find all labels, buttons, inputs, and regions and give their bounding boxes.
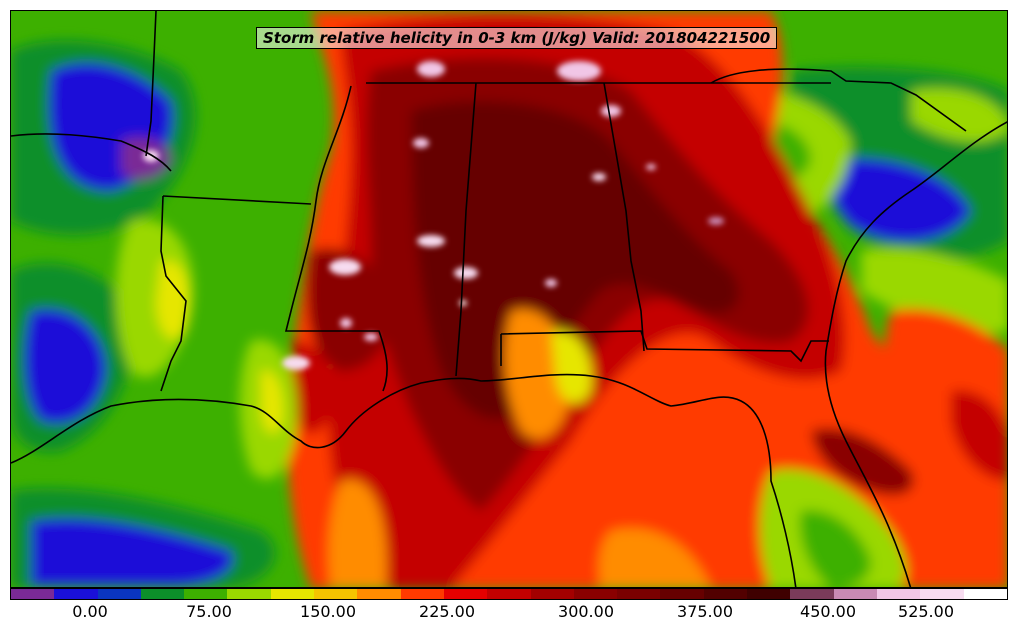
colorbar-swatch [963, 589, 1007, 599]
colorbar-tick-label: 450.00 [800, 602, 856, 621]
colorbar-swatch [443, 589, 488, 599]
colorbar-swatch [11, 589, 55, 599]
colorbar-swatch [270, 589, 315, 599]
colorbar-swatch [54, 589, 98, 599]
colorbar-swatch [617, 589, 661, 599]
map-title: Storm relative helicity in 0-3 km (J/kg)… [256, 27, 778, 49]
colorbar-swatch [357, 589, 401, 599]
colorbar-swatch [573, 589, 618, 599]
colorbar-tick-labels: 0.00 75.00 150.00 225.00 300.00 375.00 450.00 5… [10, 602, 1008, 624]
colorbar-swatch [487, 589, 531, 599]
colorbar-tick-label: 375.00 [677, 602, 733, 621]
colorbar-swatch [400, 589, 444, 599]
colorbar-swatch [833, 589, 877, 599]
colorbar-swatch [703, 589, 748, 599]
boundary-lines [11, 11, 1007, 587]
colorbar-swatch [920, 589, 964, 599]
colorbar-swatch [790, 589, 834, 599]
colorbar-swatch [747, 589, 791, 599]
map-panel: Storm relative helicity in 0-3 km (J/kg)… [10, 10, 1008, 588]
colorbar-tick-label: 225.00 [419, 602, 475, 621]
high-value-cells [143, 61, 724, 370]
colorbar-swatch [97, 589, 141, 599]
colorbar-tick-label: 525.00 [898, 602, 954, 621]
colorbar-swatch [227, 589, 271, 599]
colorbar-swatch [660, 589, 704, 599]
colorbar-tick-label: 75.00 [186, 602, 232, 621]
colorbar-tick-label: 150.00 [300, 602, 356, 621]
colorbar-tick-label: 0.00 [72, 602, 108, 621]
colorbar-swatch [140, 589, 185, 599]
colorbar-swatch [314, 589, 358, 599]
colorbar-swatch [530, 589, 574, 599]
colorbar-swatch [184, 589, 228, 599]
colorbar [10, 588, 1008, 600]
colorbar-tick-label: 300.00 [558, 602, 614, 621]
colorbar-swatch [876, 589, 921, 599]
helicity-field [11, 11, 1007, 587]
